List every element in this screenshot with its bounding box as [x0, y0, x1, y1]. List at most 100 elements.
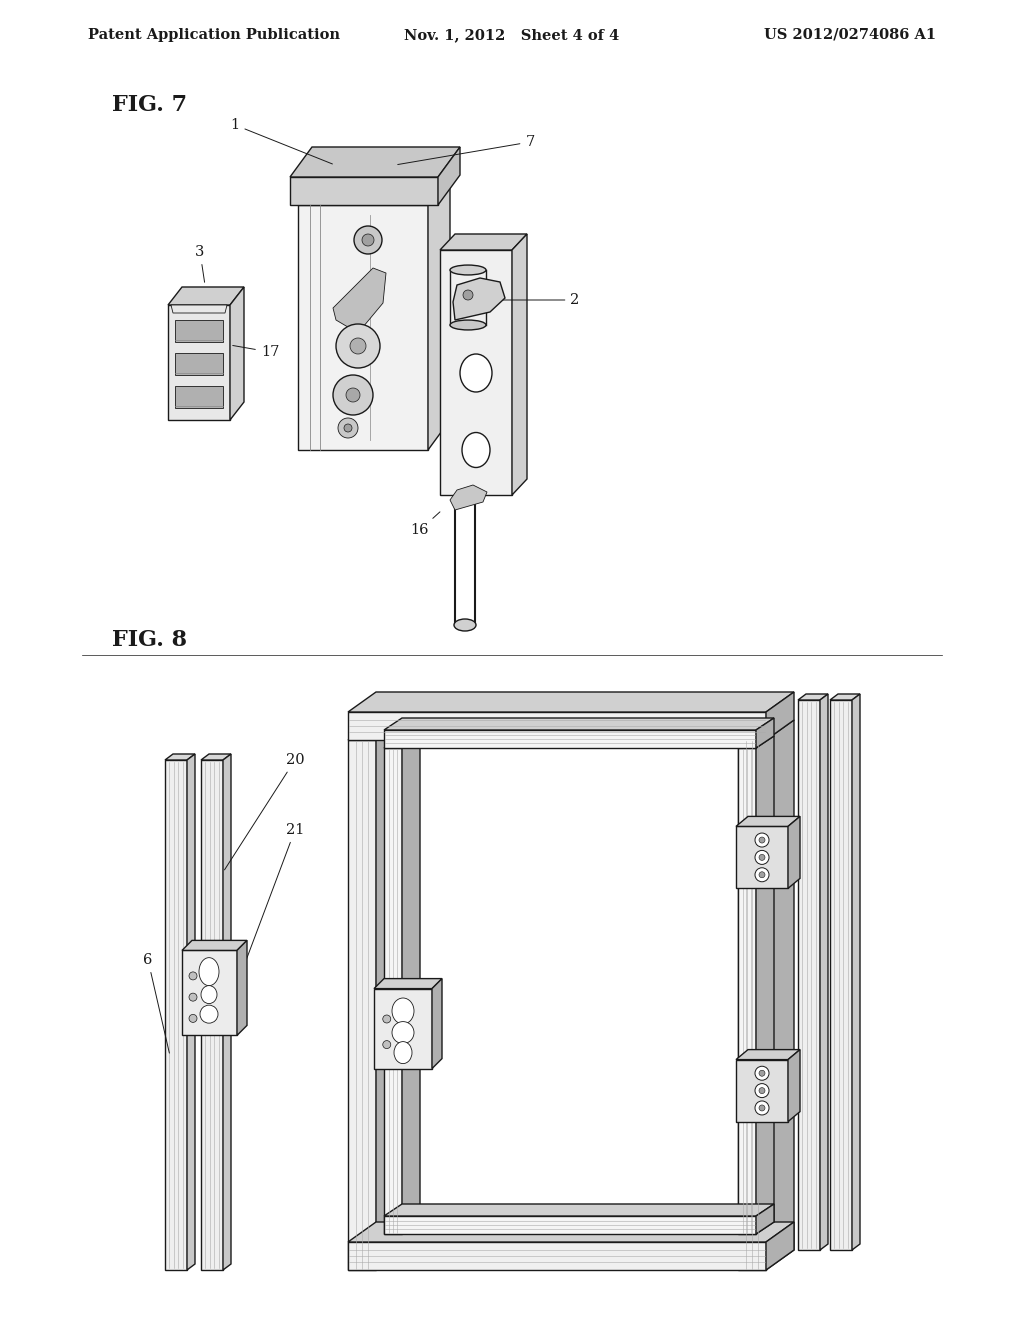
- Polygon shape: [182, 940, 247, 950]
- Polygon shape: [852, 694, 860, 1250]
- Circle shape: [759, 854, 765, 861]
- Polygon shape: [756, 718, 774, 748]
- Polygon shape: [165, 754, 195, 760]
- Polygon shape: [830, 694, 860, 700]
- Polygon shape: [384, 748, 402, 1234]
- Circle shape: [755, 1067, 769, 1080]
- Polygon shape: [298, 176, 450, 205]
- Polygon shape: [182, 950, 237, 1035]
- Text: 16: 16: [411, 512, 440, 537]
- Circle shape: [189, 1014, 197, 1023]
- Text: FIG. 8: FIG. 8: [112, 630, 187, 651]
- Polygon shape: [223, 754, 231, 1270]
- Polygon shape: [766, 719, 794, 1270]
- Polygon shape: [738, 737, 774, 748]
- Polygon shape: [171, 305, 227, 313]
- Ellipse shape: [454, 619, 476, 631]
- Polygon shape: [766, 1222, 794, 1270]
- Circle shape: [336, 323, 380, 368]
- Text: 6: 6: [143, 953, 169, 1053]
- Circle shape: [759, 1071, 765, 1076]
- Polygon shape: [298, 205, 428, 450]
- Bar: [175, 319, 223, 342]
- Polygon shape: [348, 741, 376, 1270]
- Circle shape: [333, 375, 373, 414]
- Polygon shape: [348, 1242, 766, 1270]
- Circle shape: [362, 234, 374, 246]
- Circle shape: [755, 850, 769, 865]
- Polygon shape: [428, 176, 450, 450]
- Circle shape: [755, 1101, 769, 1115]
- Polygon shape: [237, 940, 247, 1035]
- Circle shape: [759, 1105, 765, 1111]
- Text: Nov. 1, 2012   Sheet 4 of 4: Nov. 1, 2012 Sheet 4 of 4: [404, 28, 620, 42]
- Circle shape: [463, 290, 473, 300]
- Polygon shape: [374, 989, 432, 1069]
- Ellipse shape: [199, 957, 219, 986]
- Text: 7: 7: [399, 983, 434, 1027]
- Polygon shape: [738, 748, 756, 1234]
- Polygon shape: [201, 760, 223, 1270]
- Polygon shape: [384, 737, 420, 748]
- Ellipse shape: [394, 1041, 412, 1064]
- Circle shape: [755, 833, 769, 847]
- Circle shape: [759, 837, 765, 843]
- Circle shape: [200, 1005, 218, 1023]
- Polygon shape: [440, 234, 527, 249]
- Text: Patent Application Publication: Patent Application Publication: [88, 28, 340, 42]
- Polygon shape: [290, 147, 460, 177]
- Polygon shape: [766, 692, 794, 741]
- Polygon shape: [450, 484, 487, 510]
- Polygon shape: [738, 741, 766, 1270]
- Polygon shape: [230, 286, 244, 420]
- Bar: [175, 385, 223, 408]
- Polygon shape: [201, 754, 231, 760]
- Circle shape: [392, 1022, 414, 1044]
- Text: 17: 17: [232, 345, 280, 359]
- Bar: [175, 352, 223, 375]
- Polygon shape: [348, 692, 794, 711]
- Polygon shape: [736, 1049, 800, 1060]
- Ellipse shape: [454, 495, 476, 506]
- Polygon shape: [736, 1060, 788, 1122]
- Text: 20: 20: [224, 752, 304, 870]
- Polygon shape: [432, 978, 442, 1069]
- Circle shape: [350, 338, 366, 354]
- Polygon shape: [290, 177, 438, 205]
- Polygon shape: [756, 737, 774, 1234]
- Polygon shape: [756, 1204, 774, 1234]
- Text: 21: 21: [238, 822, 304, 982]
- Text: 1: 1: [230, 117, 333, 164]
- Polygon shape: [333, 268, 386, 333]
- Text: 2: 2: [503, 293, 580, 308]
- Circle shape: [755, 867, 769, 882]
- Circle shape: [383, 1015, 391, 1023]
- Ellipse shape: [201, 986, 217, 1003]
- Polygon shape: [165, 760, 187, 1270]
- Polygon shape: [788, 1049, 800, 1122]
- Text: 3: 3: [196, 246, 205, 282]
- Polygon shape: [384, 730, 756, 748]
- Polygon shape: [384, 718, 774, 730]
- Polygon shape: [453, 279, 505, 319]
- Circle shape: [759, 1088, 765, 1093]
- Circle shape: [189, 993, 197, 1001]
- Polygon shape: [376, 719, 404, 1270]
- Polygon shape: [438, 147, 460, 205]
- Ellipse shape: [462, 433, 490, 467]
- Ellipse shape: [392, 998, 414, 1024]
- Polygon shape: [402, 737, 420, 1234]
- Polygon shape: [187, 754, 195, 1270]
- Text: FIG. 7: FIG. 7: [112, 94, 187, 116]
- Polygon shape: [384, 1216, 756, 1234]
- Polygon shape: [168, 305, 230, 420]
- Circle shape: [346, 388, 360, 403]
- Polygon shape: [736, 816, 800, 826]
- Polygon shape: [736, 826, 788, 888]
- Circle shape: [344, 424, 352, 432]
- Circle shape: [383, 1040, 391, 1048]
- Polygon shape: [512, 234, 527, 495]
- Polygon shape: [798, 694, 828, 700]
- Text: 7: 7: [397, 135, 535, 165]
- Circle shape: [338, 418, 358, 438]
